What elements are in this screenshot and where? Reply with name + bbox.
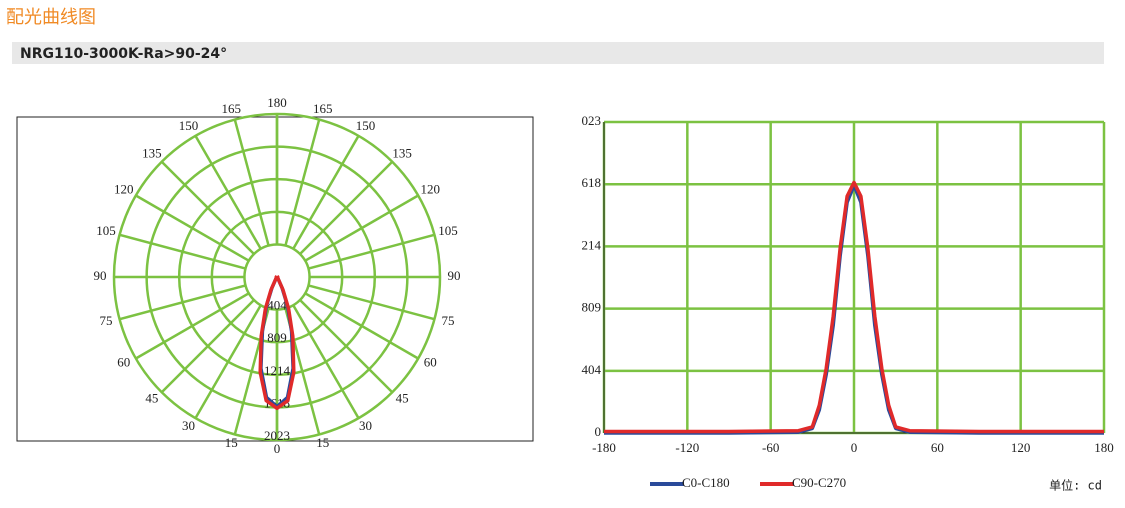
angle-label: 150 (356, 118, 376, 133)
y-tick-label: 809 (582, 300, 602, 315)
angle-label: 165 (221, 101, 241, 116)
x-tick-label: 120 (1011, 440, 1031, 455)
angle-label: 15 (225, 435, 238, 450)
unit-label: 单位: cd (1049, 478, 1102, 493)
y-tick-label: 618 (582, 175, 602, 190)
angle-label: 180 (267, 95, 287, 110)
x-tick-label: 180 (1094, 440, 1114, 455)
page-title: 配光曲线图 (6, 7, 96, 28)
x-tick-label: -120 (675, 440, 699, 455)
intensity-curve (604, 180, 1104, 434)
angle-label: 30 (359, 418, 372, 433)
ring (177, 177, 377, 377)
angle-label: 120 (114, 181, 134, 196)
y-tick-label: 404 (582, 362, 602, 377)
y-tick-label: 214 (582, 237, 602, 252)
angle-label: 90 (448, 268, 461, 283)
angle-label: 135 (142, 146, 162, 161)
ring (112, 112, 442, 442)
angle-label: 75 (441, 313, 454, 328)
y-tick-label: 0 (595, 424, 602, 439)
y-tick-label: 023 (582, 113, 602, 128)
x-tick-label: 60 (931, 440, 944, 455)
x-tick-label: 0 (851, 440, 858, 455)
angle-label: 150 (179, 118, 199, 133)
angle-label: 30 (182, 418, 195, 433)
angle-label: 75 (100, 313, 113, 328)
angle-label: 60 (424, 354, 437, 369)
radial-label: 2023 (264, 428, 290, 443)
ring (243, 243, 311, 311)
angle-label: 0 (274, 441, 281, 456)
angle-label: 45 (396, 390, 409, 405)
x-tick-label: -180 (592, 440, 616, 455)
x-tick-label: -60 (762, 440, 779, 455)
radial-label: 809 (267, 330, 287, 345)
angle-label: 15 (316, 435, 329, 450)
radial-label: 404 (267, 298, 287, 313)
angle-label: 165 (313, 101, 333, 116)
angle-label: 135 (392, 146, 412, 161)
angle-label: 60 (117, 354, 130, 369)
model-bar (12, 42, 1104, 64)
angle-label: 90 (94, 268, 107, 283)
angle-label: 45 (145, 390, 158, 405)
model-name: NRG110-3000K-Ra>90-24° (20, 46, 227, 62)
radial-label: 1214 (264, 363, 291, 378)
ring (210, 210, 344, 344)
angle-label: 120 (421, 181, 441, 196)
legend-label: C90-C270 (792, 475, 846, 490)
angle-label: 105 (438, 223, 458, 238)
legend-label: C0-C180 (682, 475, 730, 490)
angle-label: 105 (96, 223, 116, 238)
intensity-curve (258, 274, 296, 411)
